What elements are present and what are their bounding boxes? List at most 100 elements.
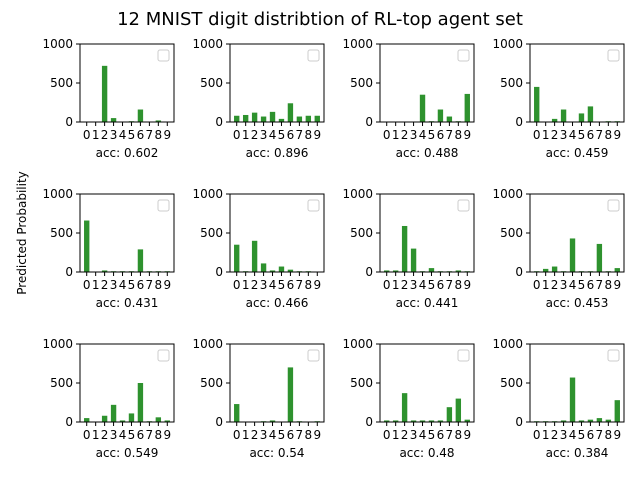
- y-tick-label: 500: [200, 376, 223, 390]
- x-tick-label: 6: [587, 428, 595, 442]
- y-tick-label: 0: [215, 265, 223, 279]
- bar-digit-4: [119, 420, 126, 422]
- x-tick-label: 2: [551, 428, 559, 442]
- bar-digit-1: [242, 114, 249, 122]
- x-tick-label: 3: [260, 128, 268, 142]
- x-tick-label: 6: [437, 278, 445, 292]
- x-tick-label: 6: [437, 128, 445, 142]
- x-tick-label: 9: [163, 278, 171, 292]
- y-tick-label: 500: [350, 376, 373, 390]
- y-tick-label: 1000: [192, 337, 223, 351]
- x-tick-label: 5: [128, 428, 136, 442]
- bar-digit-7: [596, 418, 603, 422]
- x-tick-label: 5: [278, 128, 286, 142]
- bar-digit-0: [234, 404, 240, 422]
- y-tick-label: 500: [50, 226, 73, 240]
- bar-digit-5: [578, 113, 585, 122]
- x-tick-label: 3: [410, 278, 418, 292]
- x-tick-label: 1: [92, 428, 100, 442]
- accuracy-label: acc: 0.896: [246, 146, 309, 160]
- y-tick-label: 500: [500, 226, 523, 240]
- bar-digit-5: [428, 268, 435, 272]
- x-tick-label: 0: [83, 428, 91, 442]
- legend-box: [457, 349, 470, 362]
- x-tick-label: 0: [233, 428, 241, 442]
- x-tick-label: 1: [392, 278, 400, 292]
- x-tick-label: 4: [419, 428, 427, 442]
- x-tick-label: 7: [146, 128, 154, 142]
- bar-digit-9: [614, 400, 620, 422]
- y-tick-label: 1000: [42, 37, 73, 51]
- x-tick-label: 3: [260, 428, 268, 442]
- x-tick-label: 8: [155, 428, 163, 442]
- bar-digit-1: [542, 268, 549, 272]
- x-tick-label: 8: [605, 128, 613, 142]
- bar-digit-8: [605, 419, 612, 422]
- x-tick-label: 8: [305, 128, 313, 142]
- x-tick-label: 3: [260, 278, 268, 292]
- x-tick-label: 4: [419, 128, 427, 142]
- x-tick-label: 7: [296, 278, 304, 292]
- bar-digit-7: [446, 407, 453, 422]
- bar-digit-9: [464, 419, 470, 422]
- bar-digit-8: [305, 115, 312, 122]
- x-tick-label: 7: [596, 278, 604, 292]
- bar-digit-6: [137, 249, 144, 272]
- bar-digit-2: [101, 415, 108, 422]
- bar-digit-5: [278, 266, 285, 272]
- y-tick-label: 500: [350, 226, 373, 240]
- x-tick-label: 4: [419, 278, 427, 292]
- x-tick-label: 8: [455, 428, 463, 442]
- x-tick-label: 3: [560, 128, 568, 142]
- x-tick-label: 0: [83, 278, 91, 292]
- x-tick-label: 9: [613, 278, 621, 292]
- x-tick-label: 7: [446, 428, 454, 442]
- bar-digit-5: [278, 118, 285, 122]
- y-tick-label: 500: [200, 76, 223, 90]
- x-tick-label: 2: [551, 128, 559, 142]
- x-tick-label: 2: [401, 128, 409, 142]
- x-tick-label: 7: [596, 428, 604, 442]
- x-tick-label: 3: [410, 128, 418, 142]
- accuracy-label: acc: 0.384: [546, 446, 609, 460]
- x-tick-label: 3: [560, 278, 568, 292]
- x-tick-label: 0: [233, 278, 241, 292]
- y-tick-label: 500: [50, 376, 73, 390]
- bar-digit-6: [287, 103, 294, 122]
- bar-digit-1: [392, 270, 399, 272]
- bar-digit-3: [260, 263, 267, 272]
- y-tick-label: 500: [500, 76, 523, 90]
- x-tick-label: 1: [242, 128, 250, 142]
- legend-box: [157, 199, 170, 212]
- y-tick-label: 1000: [492, 37, 523, 51]
- bar-digit-5: [428, 420, 435, 422]
- bar-digit-4: [419, 420, 426, 422]
- figure-title: 12 MNIST digit distribtion of RL-top age…: [117, 9, 523, 30]
- bar-digit-3: [560, 420, 567, 422]
- bar-digit-5: [578, 420, 585, 422]
- y-tick-label: 0: [365, 415, 373, 429]
- bar-digit-0: [84, 418, 90, 422]
- x-tick-label: 0: [383, 428, 391, 442]
- y-tick-label: 0: [365, 115, 373, 129]
- accuracy-label: acc: 0.459: [546, 146, 609, 160]
- y-tick-label: 1000: [42, 337, 73, 351]
- x-tick-label: 4: [569, 128, 577, 142]
- accuracy-label: acc: 0.549: [96, 446, 159, 460]
- y-tick-label: 0: [515, 115, 523, 129]
- y-axis-label: Predicted Probability: [15, 171, 29, 295]
- x-tick-label: 4: [119, 428, 127, 442]
- accuracy-label: acc: 0.431: [96, 296, 159, 310]
- bar-digit-2: [401, 393, 408, 422]
- y-tick-label: 0: [65, 265, 73, 279]
- x-tick-label: 8: [155, 128, 163, 142]
- x-tick-label: 5: [278, 278, 286, 292]
- x-tick-label: 1: [542, 128, 550, 142]
- x-tick-label: 9: [163, 128, 171, 142]
- bar-digit-6: [587, 106, 594, 122]
- x-tick-label: 5: [128, 278, 136, 292]
